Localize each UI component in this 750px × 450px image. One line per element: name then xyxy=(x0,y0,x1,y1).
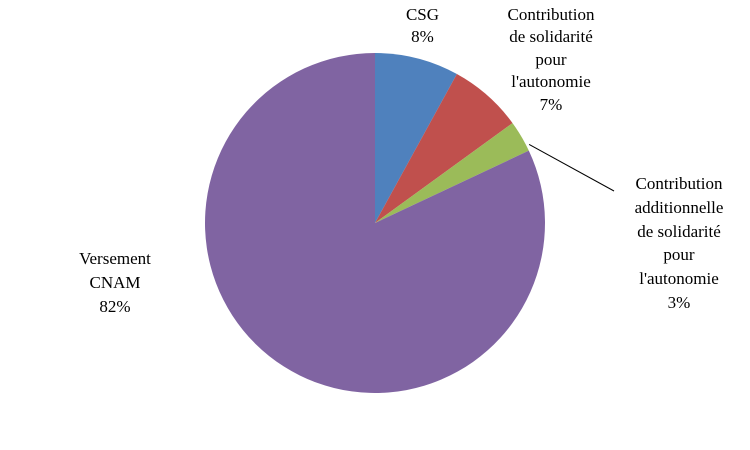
pie-slice-0 xyxy=(375,53,457,223)
pie-label-csg: CSG 8% xyxy=(405,5,440,47)
pie-label-versement-cnam: Versement CNAM 82% xyxy=(79,249,151,316)
pie-slice-1 xyxy=(375,74,513,223)
pie-label-contribution-additionnelle: Contribution additionnelle de solidarité… xyxy=(634,174,724,312)
pie-slice-3 xyxy=(204,53,545,393)
pie-slice-2 xyxy=(375,123,529,223)
pie-label-contribution-solidarite: Contribution de solidarité pour l'autono… xyxy=(507,5,595,114)
leader-line xyxy=(528,144,615,192)
